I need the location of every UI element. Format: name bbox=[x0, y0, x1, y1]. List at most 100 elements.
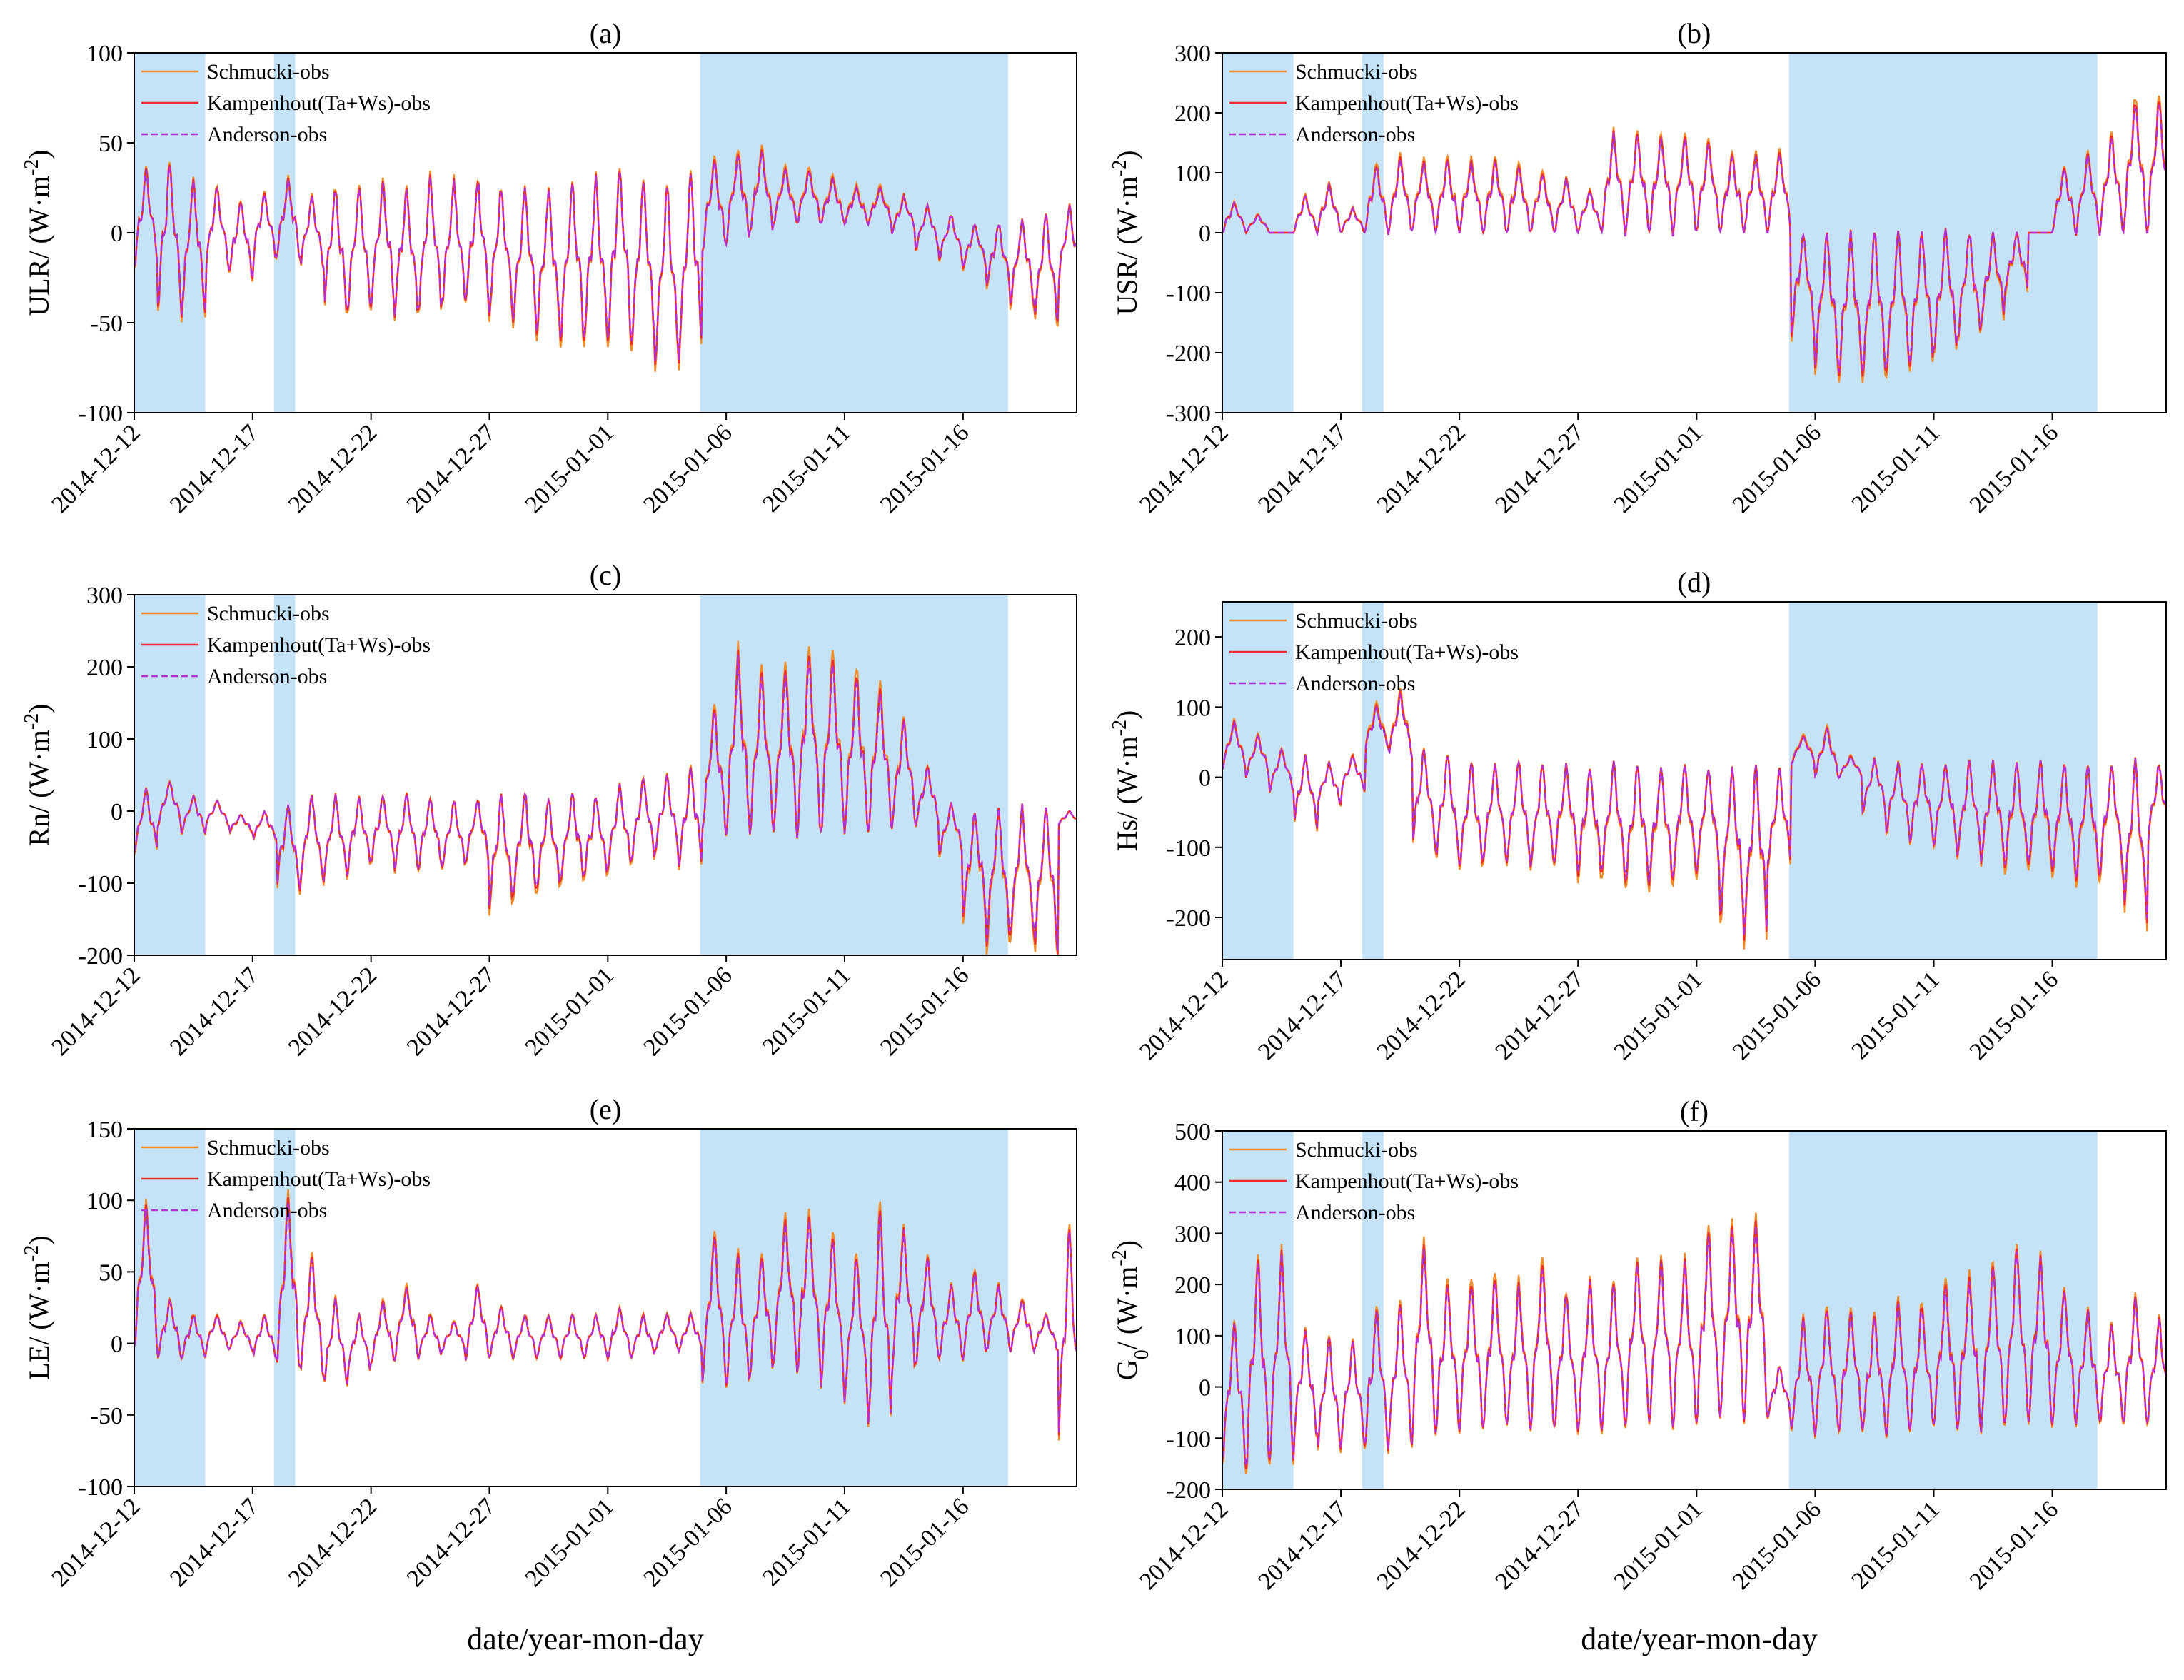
y-tick-label: 300 bbox=[1174, 41, 1211, 67]
y-axis-title-part: -2 bbox=[21, 159, 43, 176]
y-axis-title-part: ) bbox=[23, 1235, 55, 1244]
y-axis-title-part: LE/ (W·m bbox=[23, 1262, 55, 1380]
y-tick-label: 300 bbox=[1174, 1221, 1211, 1247]
series-anderson-obs bbox=[1221, 1225, 2168, 1467]
x-tick-label: 2014-12-17 bbox=[1253, 419, 1352, 518]
y-tick-label: 100 bbox=[86, 1188, 123, 1214]
x-tick-label: 2015-01-01 bbox=[1609, 1496, 1708, 1594]
y-tick-label: -100 bbox=[1167, 281, 1211, 307]
x-tick-label: 2015-01-01 bbox=[520, 1493, 619, 1591]
y-tick-label: 0 bbox=[1199, 1375, 1211, 1402]
x-tick-label: 2014-12-22 bbox=[283, 962, 382, 1060]
shaded-period bbox=[134, 53, 206, 413]
legend-label: Schmucki-obs bbox=[1295, 60, 1418, 84]
legend-label: Schmucki-obs bbox=[207, 60, 330, 84]
y-tick-label: 200 bbox=[1174, 101, 1211, 127]
shaded-period bbox=[700, 53, 1008, 413]
y-tick-label: -100 bbox=[1167, 1426, 1211, 1452]
y-tick-label: 500 bbox=[1174, 1119, 1211, 1145]
y-tick-label: -200 bbox=[1167, 341, 1211, 367]
legend-label: Kampenhout(Ta+Ws)-obs bbox=[1295, 91, 1519, 115]
y-axis-title: ULR/ (W·m-2) bbox=[21, 149, 56, 316]
series-anderson-obs bbox=[1222, 105, 2168, 373]
y-axis-title: Hs/ (W·m-2) bbox=[1109, 710, 1144, 852]
shaded-period bbox=[700, 595, 1008, 955]
x-tick-label: 2014-12-12 bbox=[1134, 966, 1233, 1065]
x-tick-label: 2014-12-17 bbox=[165, 419, 263, 518]
shaded-period bbox=[1222, 1131, 1294, 1489]
x-tick-label: 2014-12-22 bbox=[283, 419, 382, 518]
x-tick-label: 2015-01-06 bbox=[638, 1493, 737, 1591]
y-tick-label: -200 bbox=[79, 943, 123, 970]
y-axis-title-part: G bbox=[1111, 1359, 1143, 1380]
x-tick-label: 2015-01-16 bbox=[1965, 1496, 2063, 1594]
x-tick-label: 2015-01-01 bbox=[520, 419, 619, 518]
plot-frame bbox=[1222, 601, 2167, 960]
shaded-period bbox=[273, 1129, 296, 1487]
x-tick-label: 2014-12-17 bbox=[165, 1493, 263, 1591]
y-axis-title-part: -2 bbox=[21, 713, 43, 730]
panel-title: (b) bbox=[1678, 17, 1711, 49]
legend-label: Anderson-obs bbox=[1295, 123, 1415, 146]
legend-label: Schmucki-obs bbox=[1295, 609, 1418, 633]
y-tick-label: 150 bbox=[86, 1117, 123, 1143]
x-tick-label: 2014-12-12 bbox=[1134, 419, 1233, 518]
legend-label: Kampenhout(Ta+Ws)-obs bbox=[207, 1167, 431, 1191]
x-tick-label: 2014-12-17 bbox=[1253, 1496, 1352, 1594]
y-axis-title-part: / (W·m bbox=[1111, 1267, 1143, 1350]
y-axis-title-part: ) bbox=[23, 704, 55, 713]
y-axis-title-part: Rn/ (W·m bbox=[23, 730, 55, 846]
y-axis-title-part: -2 bbox=[1109, 720, 1131, 736]
y-axis-title: Rn/ (W·m-2) bbox=[21, 704, 56, 847]
x-tick-label: 2014-12-12 bbox=[46, 1493, 145, 1591]
series-anderson-obs bbox=[1221, 691, 2168, 936]
y-tick-label: 200 bbox=[1174, 1272, 1211, 1299]
y-tick-label: 50 bbox=[99, 1259, 123, 1286]
x-tick-label: 2014-12-27 bbox=[402, 962, 500, 1060]
y-tick-label: 200 bbox=[86, 655, 123, 681]
y-axis-title-part: ) bbox=[1111, 1240, 1143, 1249]
x-tick-label: 2015-01-11 bbox=[1847, 419, 1945, 517]
y-tick-label: 0 bbox=[1199, 221, 1211, 247]
panel-title: (c) bbox=[590, 559, 621, 591]
x-tick-label: 2014-12-27 bbox=[1491, 419, 1589, 518]
y-axis-title-part: ) bbox=[23, 149, 55, 159]
x-axis-title-right: date/year-mon-day bbox=[1581, 1621, 1817, 1656]
y-tick-label: 200 bbox=[1174, 625, 1211, 651]
y-tick-label: -100 bbox=[79, 401, 123, 427]
y-axis-title-part: ULR/ (W·m bbox=[23, 176, 55, 316]
x-tick-label: 2014-12-27 bbox=[1491, 1496, 1589, 1594]
x-tick-label: 2015-01-01 bbox=[520, 962, 619, 1060]
legend-label: Schmucki-obs bbox=[207, 602, 330, 625]
series-anderson-obs bbox=[133, 1202, 1078, 1432]
y-axis-title-part: Hs/ (W·m bbox=[1111, 736, 1143, 851]
y-tick-label: 300 bbox=[86, 583, 123, 609]
y-tick-label: 100 bbox=[1174, 695, 1211, 721]
x-tick-label: 2015-01-06 bbox=[1728, 966, 1826, 1065]
shaded-period bbox=[273, 595, 296, 955]
legend-label: Kampenhout(Ta+Ws)-obs bbox=[1295, 640, 1519, 664]
y-axis-title-part: ) bbox=[1111, 710, 1143, 720]
x-tick-label: 2015-01-16 bbox=[875, 962, 974, 1060]
series-anderson-obs bbox=[133, 151, 1078, 361]
legend-label: Anderson-obs bbox=[207, 1199, 327, 1222]
y-axis-title-part: USR/ (W·m bbox=[1111, 176, 1143, 315]
shaded-period bbox=[1222, 602, 1294, 960]
x-tick-label: 2015-01-06 bbox=[1728, 1496, 1826, 1594]
x-tick-label: 2014-12-22 bbox=[1372, 966, 1470, 1065]
legend-label: Anderson-obs bbox=[207, 123, 327, 146]
panel-title: (f) bbox=[1680, 1095, 1709, 1127]
x-tick-label: 2015-01-01 bbox=[1609, 419, 1708, 518]
y-tick-label: -100 bbox=[1167, 835, 1211, 862]
x-tick-label: 2015-01-11 bbox=[1847, 966, 1945, 1064]
y-tick-label: 100 bbox=[1174, 161, 1211, 187]
x-tick-label: 2014-12-12 bbox=[46, 962, 145, 1060]
panel-title: (a) bbox=[590, 17, 621, 49]
x-tick-label: 2015-01-01 bbox=[1609, 966, 1708, 1065]
x-tick-label: 2015-01-16 bbox=[1965, 419, 2063, 518]
